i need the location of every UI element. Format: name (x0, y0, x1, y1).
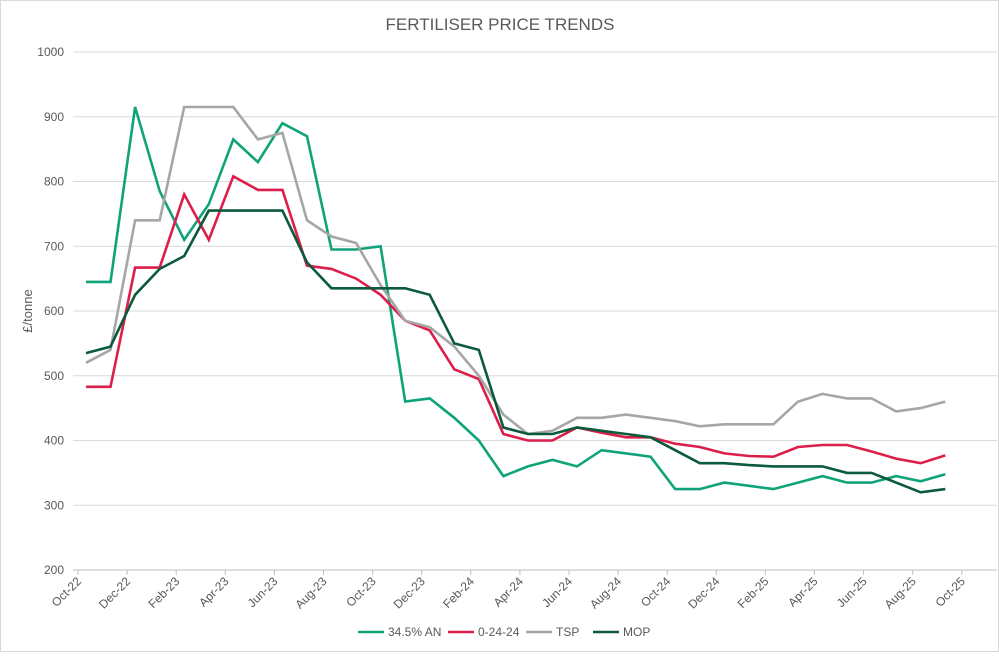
legend-item: TSP (526, 625, 579, 639)
x-tick-label: Jun-23 (245, 574, 281, 610)
x-tick-label: Jun-24 (539, 574, 575, 610)
x-tick-label: Feb-23 (146, 574, 183, 611)
y-tick-label: 400 (44, 434, 64, 448)
y-tick-label: 800 (44, 175, 64, 189)
y-tick-label: 900 (44, 110, 64, 124)
x-tick-label: Oct-22 (49, 574, 85, 610)
y-tick-label: 600 (44, 304, 64, 318)
x-tick-label: Apr-23 (196, 574, 232, 610)
legend-item: 34.5% AN (358, 625, 441, 639)
x-tick-label: Oct-23 (343, 574, 379, 610)
legend-label: TSP (556, 625, 579, 639)
legend-label: 0-24-24 (478, 625, 520, 639)
y-tick-label: 300 (44, 498, 64, 512)
x-tick-label: Apr-24 (491, 574, 527, 610)
y-tick-label: 700 (44, 239, 64, 253)
x-tick-label: Oct-25 (933, 574, 969, 610)
y-tick-label: 1000 (37, 45, 64, 59)
y-axis-label: £/tonne (20, 289, 35, 332)
legend-label: MOP (623, 625, 650, 639)
legend-item: 0-24-24 (448, 625, 520, 639)
legend-item: MOP (593, 625, 650, 639)
x-tick-label: Jun-25 (834, 574, 870, 610)
x-tick-label: Aug-23 (292, 574, 329, 611)
x-tick-label: Aug-25 (882, 574, 919, 611)
y-tick-label: 200 (44, 563, 64, 577)
x-tick-label: Dec-22 (96, 574, 133, 611)
series-line-tsp (85, 105, 946, 436)
x-tick-label: Oct-24 (638, 574, 674, 610)
x-tick-label: Dec-23 (391, 574, 428, 611)
series-line-34-5-an (86, 106, 946, 491)
x-tick-label: Feb-25 (735, 574, 772, 611)
legend-label: 34.5% AN (388, 625, 441, 639)
x-tick-label: Aug-24 (587, 574, 624, 611)
series-line-0-24-24 (86, 174, 946, 465)
series-line-mop (85, 209, 946, 494)
x-tick-label: Dec-24 (685, 574, 722, 611)
x-tick-label: Feb-24 (440, 574, 477, 611)
chart-title: FERTILISER PRICE TRENDS (386, 15, 615, 34)
x-tick-label: Apr-25 (785, 574, 821, 610)
y-tick-label: 500 (44, 369, 64, 383)
